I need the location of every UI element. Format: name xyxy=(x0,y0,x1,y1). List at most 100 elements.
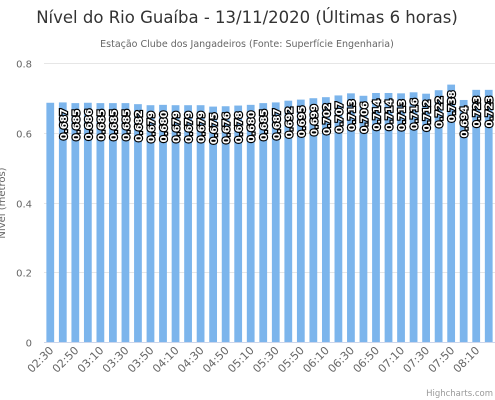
bar[interactable] xyxy=(196,105,205,342)
y-tick-label: 0.8 xyxy=(16,60,32,71)
bar[interactable] xyxy=(409,92,418,342)
y-tick-label: 0 xyxy=(26,339,32,350)
bar[interactable] xyxy=(234,105,243,342)
data-label: 0.702 xyxy=(322,103,333,135)
data-label: 0.685 xyxy=(121,109,132,141)
bar[interactable] xyxy=(284,100,293,342)
data-label: 0.723 xyxy=(485,96,495,128)
bar[interactable] xyxy=(146,105,155,342)
data-label: 0.685 xyxy=(109,109,120,141)
bar[interactable] xyxy=(221,106,230,342)
data-label: 0.676 xyxy=(222,112,233,144)
data-label: 0.713 xyxy=(347,99,358,131)
bar[interactable] xyxy=(134,104,142,343)
bar-series xyxy=(46,84,493,343)
bar[interactable] xyxy=(121,103,130,342)
bar[interactable] xyxy=(347,93,355,342)
data-label: 0.685 xyxy=(96,109,107,141)
data-label: 0.692 xyxy=(284,107,295,139)
y-tick-label: 0.2 xyxy=(16,269,32,280)
data-label: 0.738 xyxy=(447,91,458,123)
y-axis-ticks: 0 0.2 0.4 0.6 0.8 xyxy=(16,60,32,350)
data-label: 0.679 xyxy=(184,111,195,143)
data-label: 0.722 xyxy=(435,96,446,128)
bar[interactable] xyxy=(447,84,456,343)
bar[interactable] xyxy=(209,106,218,342)
bar[interactable] xyxy=(271,102,280,342)
x-axis-ticks: 02:3002:5003:1003:3003:5004:1004:3004:50… xyxy=(25,344,483,376)
data-label: 0.682 xyxy=(134,110,145,142)
bar[interactable] xyxy=(309,98,318,342)
bar[interactable] xyxy=(184,105,192,342)
x-tick-label: 08:10 xyxy=(451,344,483,376)
bar[interactable] xyxy=(259,103,268,342)
bar[interactable] xyxy=(372,92,380,343)
data-label: 0.713 xyxy=(397,99,408,131)
chart-subtitle: Estação Clube dos Jangadeiros (Fonte: Su… xyxy=(100,39,394,50)
x-tick-label: 05:10 xyxy=(225,344,257,376)
data-label: 0.687 xyxy=(59,108,70,140)
bar[interactable] xyxy=(109,103,117,342)
x-tick-label: 07:30 xyxy=(401,344,433,376)
chart-title: Nível do Rio Guaíba - 13/11/2020 (Última… xyxy=(36,8,458,27)
bar[interactable] xyxy=(321,97,330,343)
x-tick-label: 06:10 xyxy=(300,344,332,376)
bar[interactable] xyxy=(246,104,255,342)
data-label: 0.685 xyxy=(71,109,82,141)
bar[interactable] xyxy=(434,90,443,342)
bar[interactable] xyxy=(46,102,55,342)
bar[interactable] xyxy=(484,89,493,342)
bar[interactable] xyxy=(71,103,80,342)
bar[interactable] xyxy=(296,99,305,343)
y-tick-label: 0.6 xyxy=(16,130,32,141)
data-label: 0.723 xyxy=(472,96,483,128)
data-label: 0.707 xyxy=(334,101,345,133)
x-tick-label: 04:30 xyxy=(175,344,207,376)
data-label: 0.685 xyxy=(259,109,270,141)
data-label: 0.714 xyxy=(385,99,396,131)
bar[interactable] xyxy=(422,93,430,342)
x-tick-label: 03:50 xyxy=(125,344,157,376)
credits-link[interactable]: Highcharts.com xyxy=(426,389,493,399)
data-label: 0.680 xyxy=(159,111,170,143)
x-tick-label: 05:30 xyxy=(250,344,282,376)
bar[interactable] xyxy=(384,92,393,343)
x-tick-label: 02:50 xyxy=(50,344,82,376)
data-label: 0.686 xyxy=(84,109,95,141)
x-tick-label: 04:10 xyxy=(150,344,182,376)
x-tick-label: 07:10 xyxy=(376,344,408,376)
gridlines xyxy=(44,63,495,343)
data-label: 0.680 xyxy=(247,111,258,143)
data-label: 0.706 xyxy=(359,102,370,134)
data-label: 0.675 xyxy=(209,113,220,145)
bar[interactable] xyxy=(96,103,105,342)
bar[interactable] xyxy=(58,102,67,342)
x-tick-label: 04:50 xyxy=(200,344,232,376)
x-tick-label: 03:10 xyxy=(75,344,107,376)
data-label: 0.679 xyxy=(172,111,183,143)
data-label: 0.714 xyxy=(372,99,383,131)
data-labels: 0.687 0.685 0.686 0.685 0.685 0.685 0.682 0.679… xyxy=(58,89,495,145)
x-tick-label: 07:50 xyxy=(426,344,458,376)
data-label: 0.694 xyxy=(460,106,471,138)
bar[interactable] xyxy=(459,99,468,342)
x-tick-label: 06:30 xyxy=(325,344,357,376)
data-label: 0.679 xyxy=(197,111,208,143)
x-tick-label: 03:30 xyxy=(100,344,132,376)
data-label: 0.679 xyxy=(146,111,157,143)
bar[interactable] xyxy=(359,95,368,342)
data-label: 0.716 xyxy=(410,98,421,130)
bar[interactable] xyxy=(171,105,180,342)
x-tick-label: 05:50 xyxy=(275,344,307,376)
bar[interactable] xyxy=(334,95,343,343)
bar[interactable] xyxy=(83,102,92,342)
bar[interactable] xyxy=(159,104,167,342)
bar[interactable] xyxy=(397,93,405,342)
data-label: 0.678 xyxy=(234,112,245,144)
x-tick-label: 06:50 xyxy=(351,344,383,376)
data-label: 0.699 xyxy=(309,104,320,136)
bar[interactable] xyxy=(472,89,481,342)
y-axis-title: Nível (metros) xyxy=(0,167,8,238)
y-tick-label: 0.4 xyxy=(16,200,32,211)
